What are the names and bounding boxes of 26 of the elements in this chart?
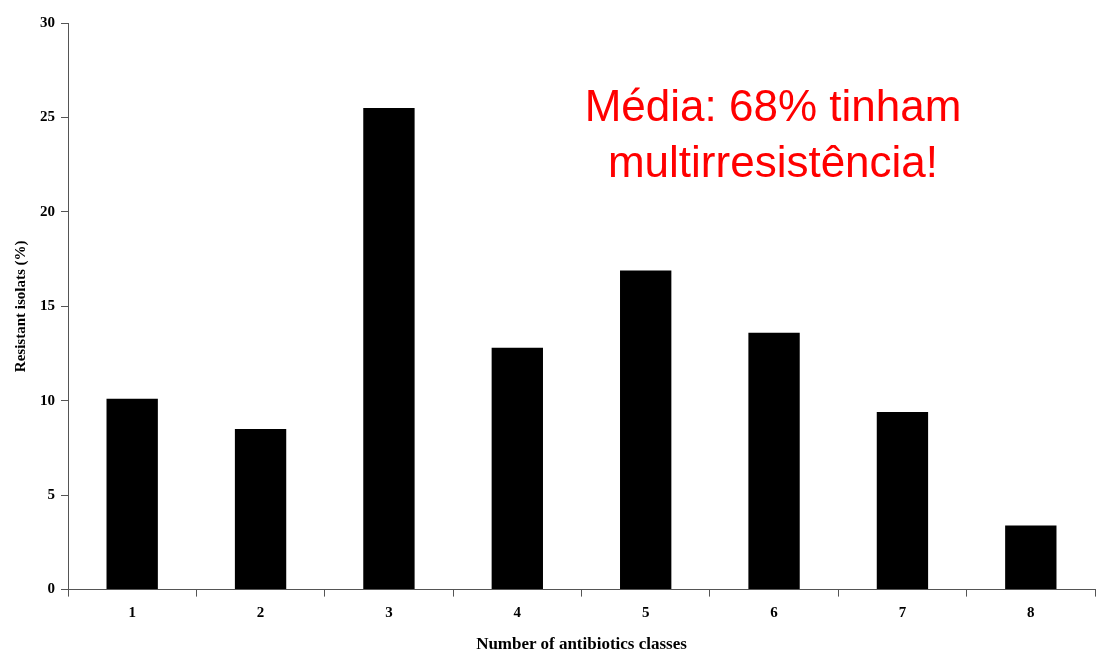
- y-tick-label: 10: [40, 391, 55, 408]
- x-tick-label: 8: [1027, 604, 1035, 621]
- y-tick-label: 20: [40, 202, 55, 219]
- annotation: Média: 68% tinham multirresistência!: [583, 80, 963, 188]
- x-tick-label: 5: [641, 604, 650, 621]
- y-tick-label: 25: [40, 108, 55, 125]
- x-tick-label: 6: [770, 604, 779, 621]
- x-axis-title: Number of antibiotics classes: [476, 634, 688, 654]
- bar: [1005, 525, 1057, 590]
- y-tick-label: 30: [40, 13, 55, 30]
- x-tick-label: 3: [385, 604, 393, 621]
- bar: [748, 332, 800, 590]
- bar: [234, 429, 287, 590]
- y-tick-label: 15: [40, 297, 55, 314]
- y-tick-label: 0: [47, 580, 55, 597]
- x-tick-label: 4: [513, 604, 522, 621]
- y-tick-label: 5: [47, 486, 55, 503]
- x-tick-label: 2: [256, 604, 265, 621]
- bar: [106, 398, 158, 590]
- x-tick-label: 7: [898, 604, 907, 621]
- bar: [363, 107, 415, 590]
- y-axis-title: Resistant isolats (%): [11, 240, 29, 373]
- x-tick-label: 1: [128, 604, 136, 621]
- bar: [876, 412, 929, 590]
- bar: [620, 270, 672, 590]
- bar: [491, 347, 543, 590]
